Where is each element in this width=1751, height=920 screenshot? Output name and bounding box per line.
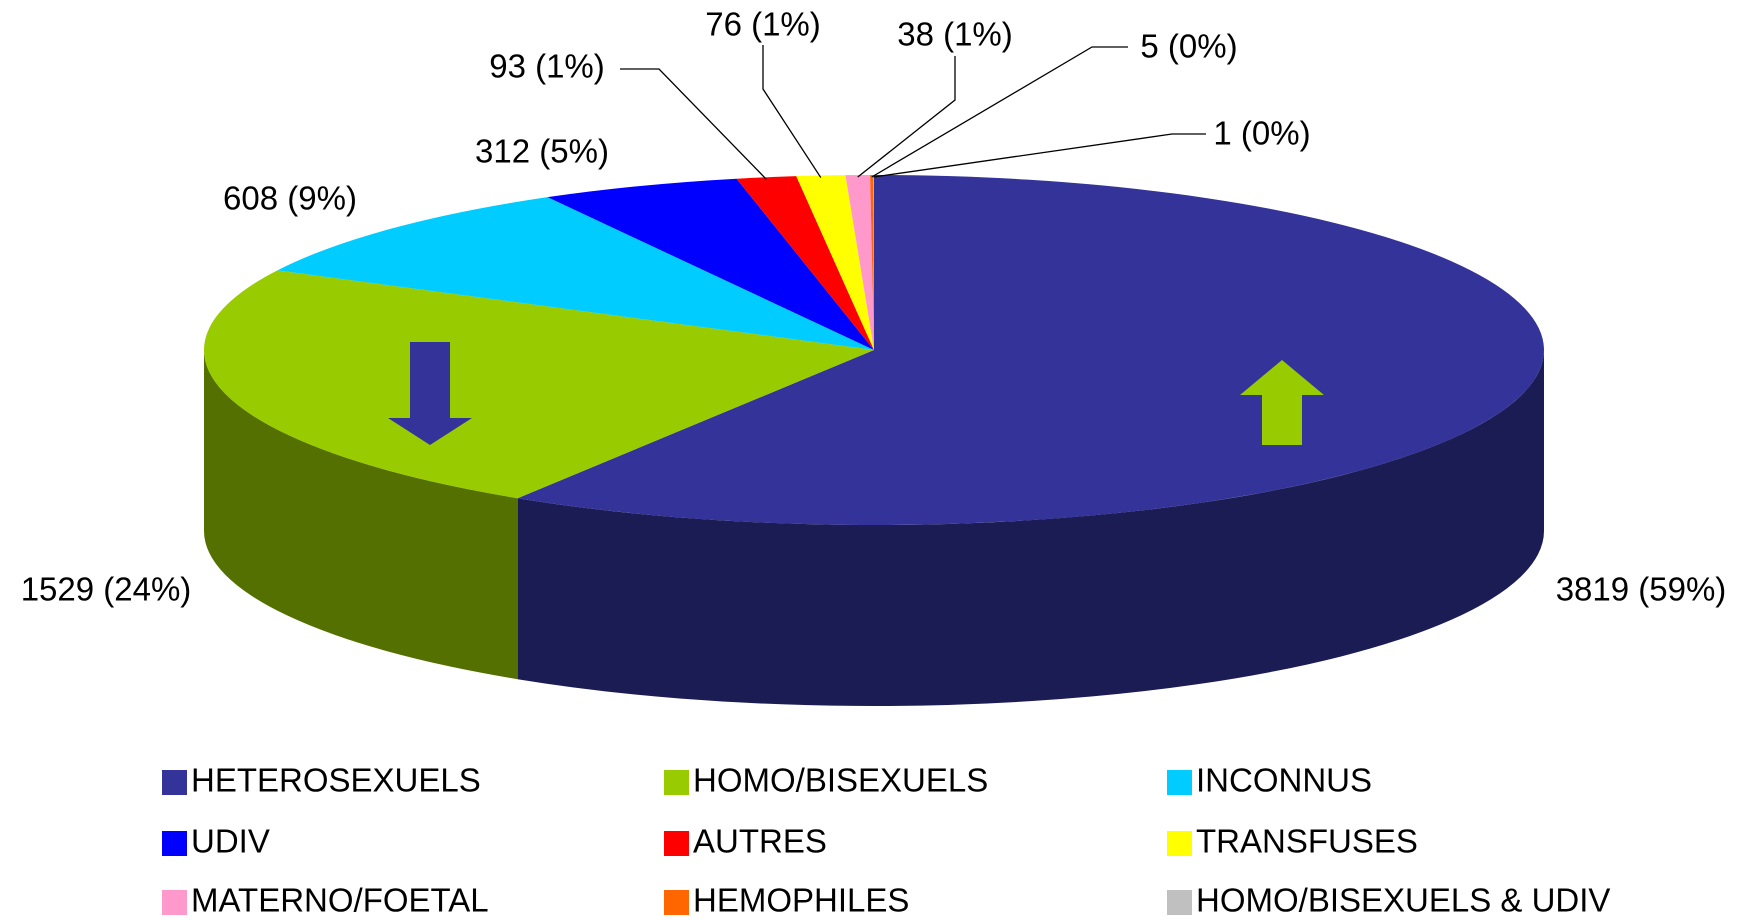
legend-swatch: [664, 770, 689, 795]
arrows: [388, 342, 1324, 445]
leader-line: [857, 56, 956, 178]
legend-label: UDIV: [191, 823, 270, 860]
slice: [203, 270, 874, 499]
slice: [870, 175, 874, 350]
legend-label: HOMO/BISEXUELS & UDIV: [1196, 882, 1610, 919]
legend-label: MATERNO/FOETAL: [191, 882, 489, 919]
legend-swatch: [162, 831, 187, 856]
legend-swatch: [664, 890, 689, 915]
data-label: 1 (0%): [1213, 115, 1310, 152]
leader-line: [762, 45, 822, 178]
leader-line: [620, 68, 767, 180]
legend: HETEROSEXUELS HOMO/BISEXUELS INCONNUS UDIV A…: [162, 762, 1610, 919]
legend-swatch: [162, 890, 187, 915]
data-label: 608 (9%): [223, 180, 357, 217]
data-label: 93 (1%): [489, 48, 605, 85]
legend-label: TRANSFUSES: [1196, 823, 1418, 860]
leader-line: [873, 133, 1206, 178]
leader-line: [871, 46, 1128, 178]
legend-swatch: [1167, 831, 1192, 856]
down-arrow: [388, 342, 472, 445]
pie-tops: [203, 175, 1544, 525]
up-arrow: [1240, 360, 1324, 445]
legend-swatch: [664, 831, 689, 856]
legend-label: AUTRES: [693, 823, 827, 860]
slice: [796, 175, 874, 350]
slice: [277, 197, 874, 350]
legend-label: HETEROSEXUELS: [191, 762, 481, 799]
slice-side: [204, 350, 518, 680]
data-label: 76 (1%): [705, 6, 821, 43]
slice: [873, 175, 874, 350]
data-label: 3819 (59%): [1556, 571, 1727, 608]
data-label: 38 (1%): [897, 16, 1013, 53]
legend-swatch: [162, 770, 187, 795]
legend-label: HEMOPHILES: [693, 882, 909, 919]
slice: [736, 176, 874, 350]
slice-side: [517, 350, 1544, 706]
legend-swatch: [1167, 770, 1192, 795]
data-label: 5 (0%): [1140, 28, 1237, 65]
legend-label: HOMO/BISEXUELS: [693, 762, 988, 799]
slice: [547, 178, 874, 350]
data-label: 312 (5%): [475, 133, 609, 170]
labels: 3819 (59%) 1529 (24%) 608 (9%) 312 (5%) 93 (…: [21, 6, 1727, 608]
slice: [845, 175, 874, 350]
data-label: 1529 (24%): [21, 571, 192, 608]
legend-swatch: [1167, 890, 1192, 915]
pie-sides: [204, 350, 1544, 706]
legend-label: INCONNUS: [1196, 762, 1372, 799]
